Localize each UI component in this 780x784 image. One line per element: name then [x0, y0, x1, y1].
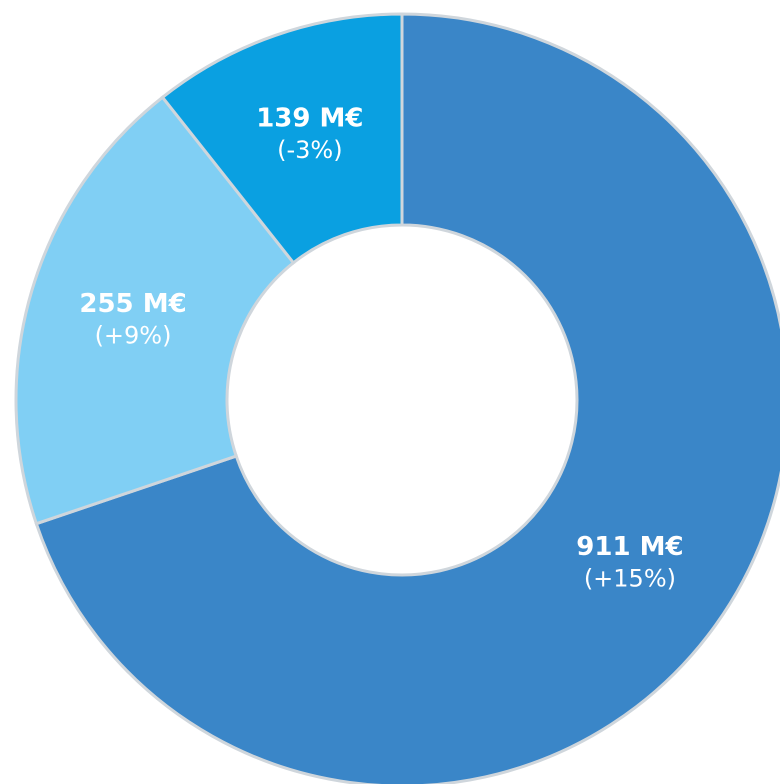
value-label: 911 M€ — [576, 532, 683, 562]
value-label: 255 M€ — [79, 289, 186, 319]
donut-slice — [160, 12, 404, 265]
donut-slice — [14, 95, 296, 526]
donut-slice — [34, 12, 780, 784]
change-label: (+9%) — [95, 321, 172, 349]
change-label: (-3%) — [277, 136, 342, 164]
value-label: 139 M€ — [256, 104, 363, 134]
change-label: (+15%) — [584, 565, 676, 593]
